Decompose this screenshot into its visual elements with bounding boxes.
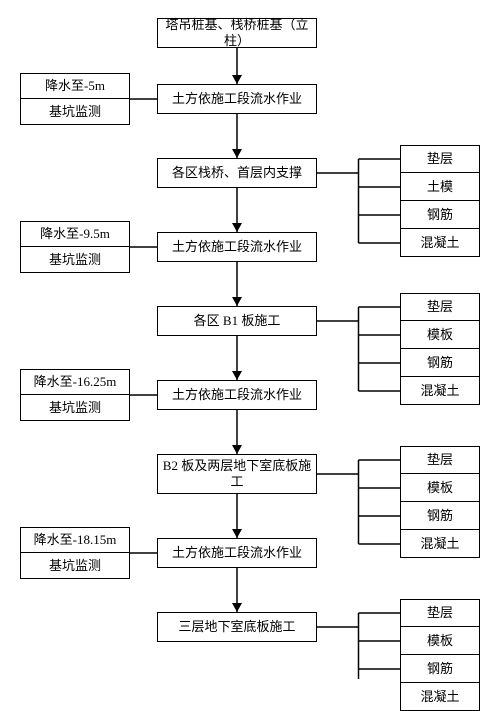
flow-step-7: 三层地下室底板施工 xyxy=(157,612,317,642)
right-group-2-cell-0: 垫层 xyxy=(400,446,480,474)
right-group-2-cell-3: 混凝土 xyxy=(400,530,480,558)
left-group-2-cell-1: 基坑监测 xyxy=(20,395,130,421)
left-group-0: 降水至-5m基坑监测 xyxy=(20,73,130,125)
right-group-3-cell-1: 模板 xyxy=(400,627,480,655)
flow-step-4: 土方依施工段流水作业 xyxy=(157,380,317,410)
left-group-0-cell-1: 基坑监测 xyxy=(20,99,130,125)
left-group-2-cell-0: 降水至-16.25m xyxy=(20,369,130,395)
left-group-2: 降水至-16.25m基坑监测 xyxy=(20,369,130,421)
flow-step-5: B2 板及两层地下室底板施工 xyxy=(157,454,317,494)
right-group-0-cell-0: 垫层 xyxy=(400,145,480,173)
left-group-1-cell-1: 基坑监测 xyxy=(20,247,130,273)
flow-step-0: 土方依施工段流水作业 xyxy=(157,84,317,114)
flow-step-2: 土方依施工段流水作业 xyxy=(157,232,317,262)
right-group-1: 垫层模板钢筋混凝土 xyxy=(400,293,480,405)
right-group-1-cell-3: 混凝土 xyxy=(400,377,480,405)
left-group-3: 降水至-18.15m基坑监测 xyxy=(20,527,130,579)
right-group-0-cell-2: 钢筋 xyxy=(400,201,480,229)
right-group-3-cell-0: 垫层 xyxy=(400,599,480,627)
right-group-1-cell-0: 垫层 xyxy=(400,293,480,321)
right-group-2: 垫层模板钢筋混凝土 xyxy=(400,446,480,558)
right-group-0-cell-3: 混凝土 xyxy=(400,229,480,257)
right-group-0-cell-1: 土模 xyxy=(400,173,480,201)
right-group-3: 垫层模板钢筋混凝土 xyxy=(400,599,480,711)
right-group-1-cell-2: 钢筋 xyxy=(400,349,480,377)
left-group-1: 降水至-9.5m基坑监测 xyxy=(20,221,130,273)
flow-step-1: 各区栈桥、首层内支撑 xyxy=(157,158,317,188)
left-group-3-cell-1: 基坑监测 xyxy=(20,553,130,579)
left-group-1-cell-0: 降水至-9.5m xyxy=(20,221,130,247)
flow-step-3: 各区 B1 板施工 xyxy=(157,306,317,336)
right-group-2-cell-2: 钢筋 xyxy=(400,502,480,530)
right-group-3-cell-3: 混凝土 xyxy=(400,683,480,711)
flow-step-6: 土方依施工段流水作业 xyxy=(157,538,317,568)
right-group-2-cell-1: 模板 xyxy=(400,474,480,502)
left-group-3-cell-0: 降水至-18.15m xyxy=(20,527,130,553)
left-group-0-cell-0: 降水至-5m xyxy=(20,73,130,99)
right-group-1-cell-1: 模板 xyxy=(400,321,480,349)
flow-start: 塔吊桩基、栈桥桩基（立柱） xyxy=(157,18,317,48)
right-group-0: 垫层土模钢筋混凝土 xyxy=(400,145,480,257)
